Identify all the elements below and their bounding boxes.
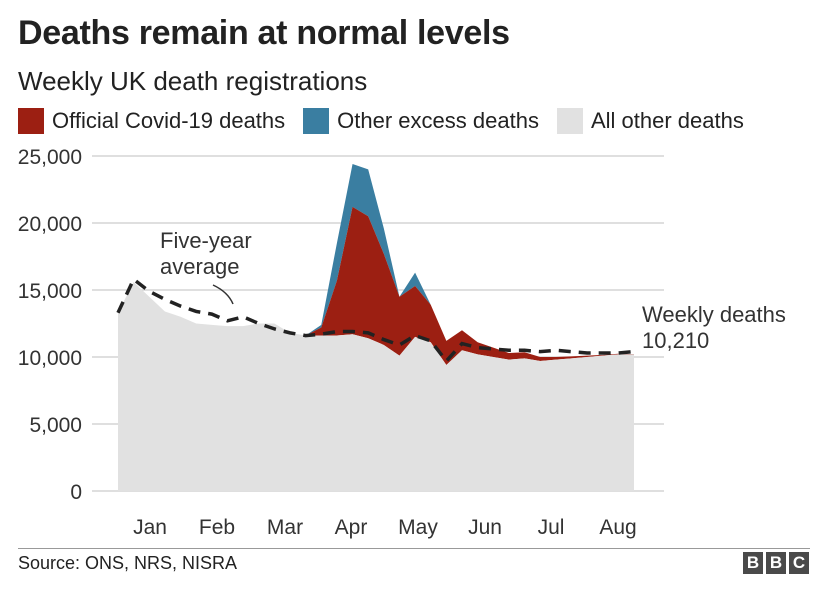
y-tick-label: 15,000 <box>18 280 82 303</box>
x-tick-label: Jun <box>468 516 502 539</box>
annotation-weekly-deaths-value: 10,210 <box>642 328 709 353</box>
annotation-five-year-average: Five-year <box>160 228 252 253</box>
bbc-logo-letter: B <box>766 552 786 574</box>
source-note: Source: ONS, NRS, NISRA <box>18 553 238 573</box>
chart-legend: Official Covid-19 deaths Other excess de… <box>18 108 762 134</box>
chart-title: Deaths remain at normal levels <box>18 14 510 52</box>
bbc-logo-letter: B <box>743 552 763 574</box>
covid-deaths-area <box>118 206 634 366</box>
five-year-average-line <box>116 276 635 364</box>
legend-label-excess: Other excess deaths <box>337 108 539 133</box>
legend-item-other: All other deaths <box>556 108 744 134</box>
y-tick-label: 10,000 <box>18 347 82 370</box>
y-tick-label: 0 <box>70 481 82 504</box>
annotation-five-year-average: average <box>160 254 240 279</box>
x-tick-label: May <box>398 516 438 539</box>
legend-item-covid: Official Covid-19 deaths <box>18 108 285 134</box>
x-tick-label: Jul <box>538 516 565 539</box>
x-tick-label: Jan <box>133 516 167 539</box>
legend-swatch-covid <box>18 108 44 134</box>
x-tick-label: Feb <box>199 516 235 539</box>
legend-label-covid: Official Covid-19 deaths <box>52 108 286 133</box>
y-tick-label: 5,000 <box>29 414 82 437</box>
y-tick-label: 20,000 <box>18 213 82 236</box>
x-tick-label: Aug <box>599 516 636 539</box>
y-tick-label: 25,000 <box>18 146 82 169</box>
annotation-leader-line <box>212 284 234 305</box>
bbc-logo: B B C <box>740 552 809 574</box>
x-tick-label: Mar <box>267 516 303 539</box>
chart-subtitle: Weekly UK death registrations <box>18 66 368 96</box>
all-other-deaths-area <box>118 281 634 491</box>
bbc-logo-letter: C <box>789 552 809 574</box>
annotation-weekly-deaths: Weekly deaths <box>642 302 786 327</box>
other-excess-deaths-area <box>118 164 634 357</box>
legend-label-other: All other deaths <box>590 108 744 133</box>
legend-item-excess: Other excess deaths <box>303 108 539 134</box>
legend-swatch-other <box>556 108 583 134</box>
legend-swatch-excess <box>303 108 330 134</box>
footer-divider <box>18 548 810 549</box>
x-tick-label: Apr <box>335 516 368 539</box>
